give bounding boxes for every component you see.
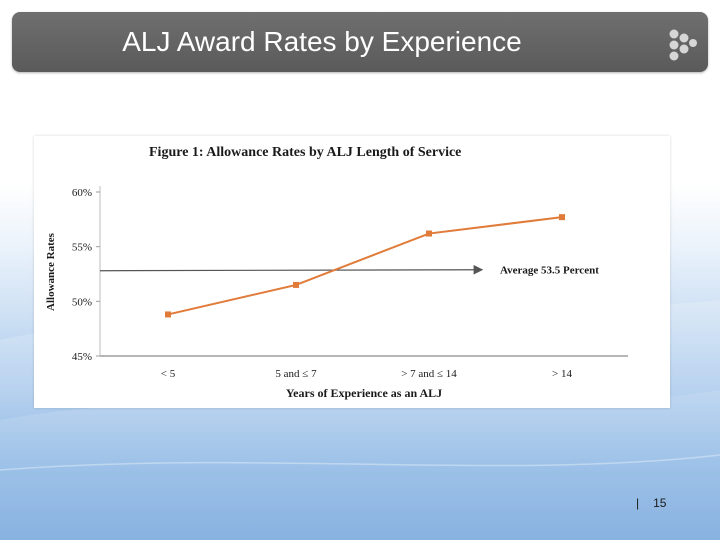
data-point <box>165 311 171 318</box>
x-tick-label: > 14 <box>552 368 572 380</box>
slide-footer: | 15 <box>636 496 666 514</box>
footer-separator: | <box>636 496 640 510</box>
x-tick-label: > 7 and ≤ 14 <box>401 368 457 380</box>
average-reference-label: Average 53.5 Percent <box>500 265 599 277</box>
plot-area: 45% 50% 55% 60% < 5 5 and ≤ 7 > 7 and ≤ 14 > 14… <box>72 186 628 380</box>
slide-title: ALJ Award Rates by Experience <box>122 26 522 57</box>
x-tick-label: < 5 <box>161 368 176 380</box>
x-tick-label: 5 and ≤ 7 <box>275 368 317 380</box>
data-point <box>559 214 565 221</box>
y-tick-label: 60% <box>72 187 92 199</box>
data-point <box>426 230 432 237</box>
chart-panel: Figure 1: Allowance Rates by ALJ Length … <box>34 136 670 408</box>
average-reference-line <box>99 264 484 275</box>
series-line <box>167 216 563 316</box>
y-tick-label: 50% <box>72 296 92 308</box>
y-tick-label: 45% <box>72 351 92 363</box>
line-chart: Figure 1: Allowance Rates by ALJ Length … <box>45 145 628 400</box>
hexagon-cluster-logo-icon <box>669 29 697 61</box>
x-axis-label: Years of Experience as an ALJ <box>286 386 442 400</box>
data-point <box>293 281 299 288</box>
y-axis-label: Allowance Rates <box>45 232 57 311</box>
title-bar: ALJ Award Rates by Experience <box>12 12 708 72</box>
y-tick-label: 55% <box>72 242 92 254</box>
chart-title: Figure 1: Allowance Rates by ALJ Length … <box>149 145 461 160</box>
page-number: 15 <box>653 496 667 510</box>
